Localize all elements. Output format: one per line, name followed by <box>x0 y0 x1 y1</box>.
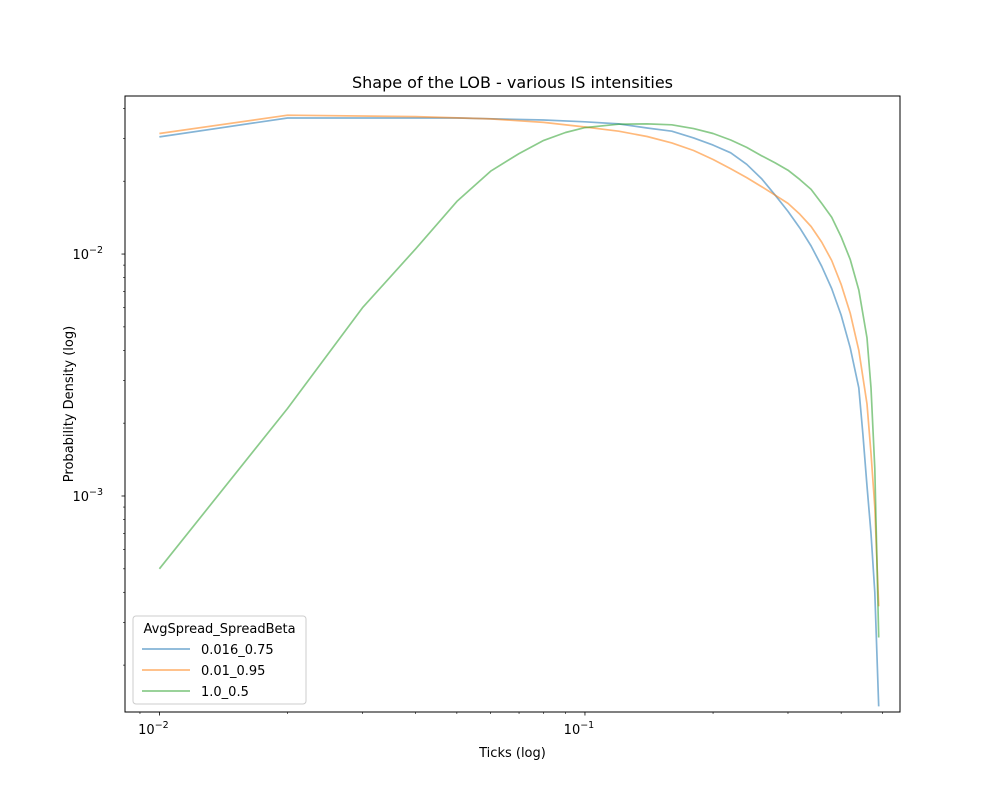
x-tick-label: 10−2 <box>138 720 169 738</box>
x-axis: 10−2 10−1 <box>138 712 883 738</box>
legend-label-1: 0.01_0.95 <box>201 664 265 679</box>
y-tick-label: 10−2 <box>72 245 103 263</box>
legend-title: AvgSpread_SpreadBeta <box>143 622 295 637</box>
legend-label-2: 1.0_0.5 <box>201 685 249 700</box>
legend-entries: 0.016_0.75 0.01_0.95 1.0_0.5 <box>142 643 274 700</box>
y-tick-label: 10−3 <box>72 487 103 505</box>
legend-label-0: 0.016_0.75 <box>201 643 274 658</box>
chart-title: Shape of the LOB - various IS intensitie… <box>352 73 673 92</box>
series-line-1 <box>159 114 880 607</box>
x-tick-label: 10−1 <box>564 720 595 738</box>
series-layer <box>158 114 880 707</box>
legend-box <box>132 615 307 705</box>
series-line-2 <box>158 123 880 638</box>
legend: AvgSpread_SpreadBeta 0.016_0.75 0.01_0.95… <box>132 615 307 705</box>
x-axis-label: Ticks (log) <box>478 746 546 761</box>
y-axis: 10−3 10−2 <box>72 108 125 666</box>
plot-area <box>125 96 900 712</box>
plot-frame <box>124 95 901 713</box>
y-axis-label: Probability Density (log) <box>62 326 77 482</box>
